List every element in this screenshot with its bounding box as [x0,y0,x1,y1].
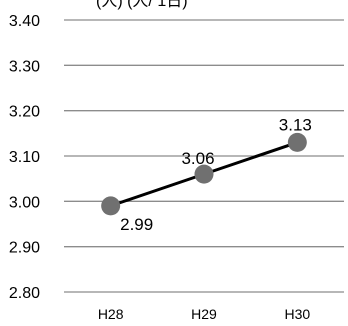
y-tick-label: 3.20 [9,104,40,121]
x-tick-label: H28 [98,306,124,322]
y-tick-label: 2.90 [9,240,40,257]
y-tick-label: 3.40 [9,13,40,30]
cropped-header-text: (人) (人/ 1日) [96,0,188,10]
data-label: 3.06 [181,149,214,168]
series-group [101,132,307,216]
data-point [101,196,121,216]
data-point [194,164,214,184]
x-tick-label: H30 [284,306,310,322]
x-axis: H28 H29 H30 [98,306,311,322]
y-tick-label: 3.10 [9,149,40,166]
y-tick-label: 2.80 [9,285,40,302]
y-tick-label: 3.30 [9,58,40,75]
data-label: 3.13 [279,115,312,134]
data-labels: 2.99 3.06 3.13 [120,115,312,233]
data-point [287,132,307,152]
data-label: 2.99 [120,215,153,234]
y-axis: 2.80 2.90 3.00 3.10 3.20 3.30 3.40 [9,13,40,302]
x-tick-label: H29 [191,306,217,322]
y-tick-label: 3.00 [9,194,40,211]
